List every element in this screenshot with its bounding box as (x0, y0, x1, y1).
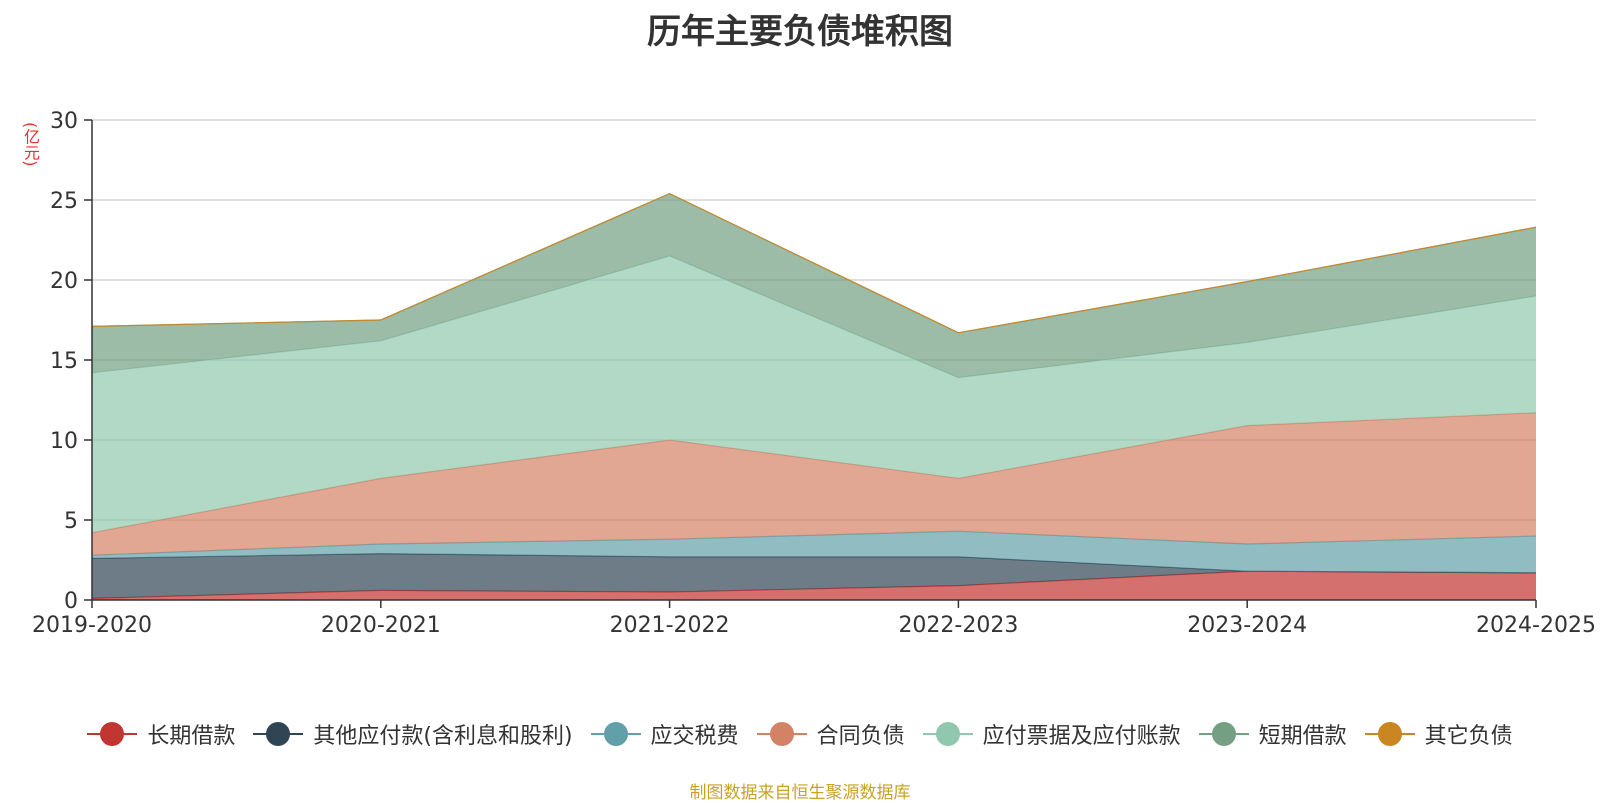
legend-marker-icon (1364, 722, 1415, 746)
area-应付票据及应付账款 (92, 256, 1536, 533)
area-短期借款 (92, 193, 1536, 378)
legend-item[interactable]: 应付票据及应付账款 (922, 718, 1181, 750)
legend-label: 其他应付款(含利息和股利) (313, 724, 573, 749)
legend-item[interactable]: 其它负债 (1364, 718, 1513, 750)
y-tick-labels: 0 5 10 15 20 25 30 (50, 109, 92, 614)
y-tick-label: 15 (50, 349, 78, 374)
legend-marker-icon (756, 722, 807, 746)
legend-marker-icon (590, 722, 641, 746)
x-tick-labels: 2019-2020 2020-2021 2021-2022 2022-2023 2023… (32, 600, 1596, 638)
legend-item[interactable]: 长期借款 (87, 718, 235, 750)
legend-label: 短期借款 (1258, 724, 1347, 749)
legend-label: 其它负债 (1424, 724, 1513, 749)
legend-marker-icon (1198, 722, 1249, 746)
chart-title: 历年主要负债堆积图 (647, 12, 953, 52)
legend-marker-icon (253, 722, 304, 746)
legend-label: 应交税费 (650, 724, 739, 749)
y-tick-label: 5 (64, 509, 78, 534)
x-tick-label: 2023-2024 (1187, 613, 1307, 638)
legend-item[interactable]: 合同负债 (756, 718, 905, 750)
y-axis-unit-label: (亿元) (21, 122, 40, 167)
legend-label: 应付票据及应付账款 (982, 724, 1181, 749)
y-tick-label: 25 (50, 189, 78, 214)
y-tick-label: 20 (50, 269, 78, 294)
legend-label: 合同负债 (816, 724, 905, 749)
line-其它负债 (91, 192, 1537, 334)
y-tick-label: 0 (64, 589, 78, 614)
x-tick-label: 2019-2020 (32, 613, 152, 638)
x-tick-label: 2021-2022 (610, 613, 730, 638)
area-其他应付款(含利息和股利) (92, 553, 1536, 599)
line-合同负债 (91, 412, 1537, 534)
x-tick-label: 2022-2023 (898, 613, 1018, 638)
area-series (91, 192, 1537, 600)
legend-item[interactable]: 其他应付款(含利息和股利) (253, 718, 573, 750)
area-长期借款 (92, 571, 1536, 600)
source-note: 制图数据来自恒生聚源数据库 (689, 783, 911, 803)
area-应交税费 (92, 531, 1536, 573)
legend-marker-icon (87, 722, 138, 746)
x-tick-label: 2020-2021 (321, 613, 441, 638)
legend-marker-icon (922, 722, 973, 746)
y-tick-label: 30 (50, 109, 78, 134)
x-tick-label: 2024-2025 (1476, 613, 1596, 638)
y-tick-label: 10 (50, 429, 78, 454)
legend: 长期借款 其他应付款(含利息和股利) 应交税费 合同负债 应付票据及应付账款 短期借款 其它… (0, 718, 1600, 750)
legend-item[interactable]: 短期借款 (1198, 718, 1347, 750)
legend-item[interactable]: 应交税费 (590, 718, 739, 750)
legend-label: 长期借款 (147, 724, 236, 749)
area-合同负债 (92, 412, 1536, 556)
